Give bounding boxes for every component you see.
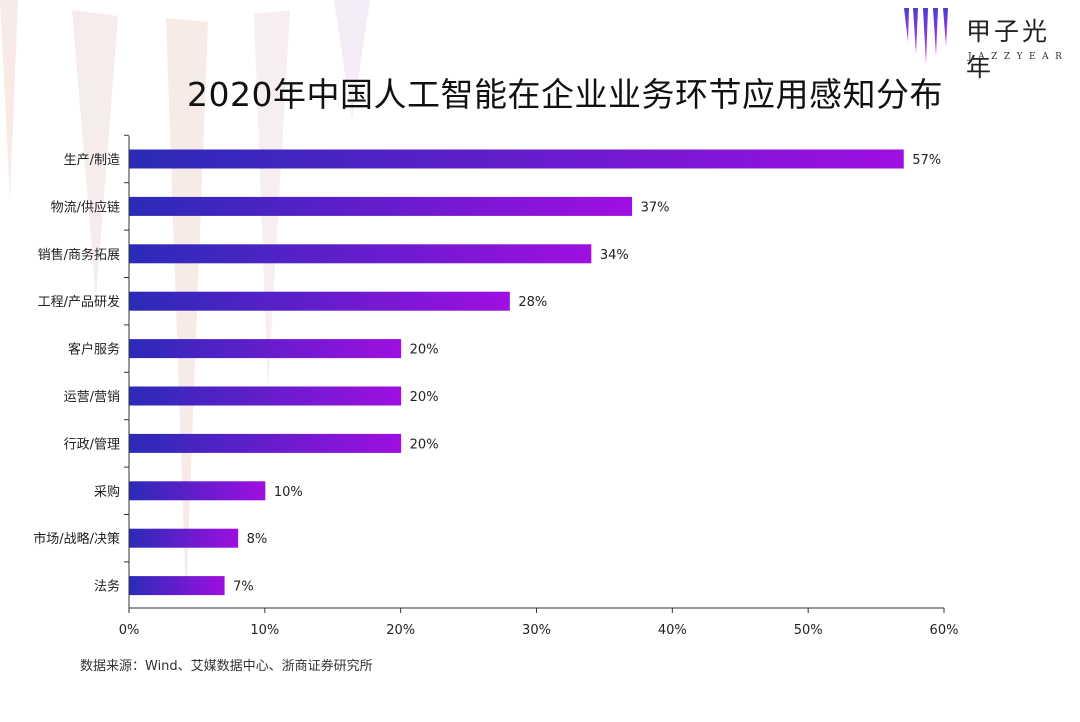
value-label: 8%: [247, 532, 268, 547]
value-label: 28%: [518, 295, 547, 310]
x-tick-label: 40%: [658, 623, 687, 638]
value-label: 20%: [410, 343, 439, 358]
bar: [129, 433, 402, 453]
bar: [129, 149, 904, 169]
bar: [129, 291, 510, 311]
category-label: 工程/产品研发: [38, 294, 120, 310]
category-label: 市场/战略/决策: [33, 531, 120, 547]
category-label: 客户服务: [68, 342, 120, 358]
value-label: 10%: [274, 485, 303, 500]
value-label: 20%: [410, 437, 439, 452]
x-tick-label: 30%: [522, 623, 551, 638]
logo-mark-icon: [904, 8, 948, 64]
bar: [129, 576, 225, 596]
bar: [129, 481, 266, 501]
category-label: 生产/制造: [64, 153, 120, 168]
bar: [129, 196, 633, 216]
bar: [129, 244, 592, 264]
value-label: 34%: [600, 248, 629, 263]
brand-name-en: JAZZYEAR: [968, 52, 1069, 62]
value-label: 20%: [410, 390, 439, 405]
data-source-note: 数据来源：Wind、艾媒数据中心、浙商证券研究所: [80, 659, 373, 674]
x-tick-label: 50%: [794, 623, 823, 638]
value-label: 7%: [233, 580, 254, 595]
value-label: 57%: [912, 153, 941, 168]
category-label: 采购: [94, 484, 120, 500]
x-tick-label: 0%: [119, 623, 140, 638]
chart-title: 2020年中国人工智能在企业业务环节应用感知分布: [187, 75, 943, 114]
category-label: 运营/营销: [64, 390, 120, 405]
bar: [129, 528, 239, 548]
brand-name-cn: 甲子光年: [966, 17, 1051, 82]
bar: [129, 386, 402, 406]
brand-logo: 甲子光年 JAZZYEAR: [904, 6, 1076, 82]
category-label: 法务: [94, 579, 120, 595]
category-label: 销售/商务拓展: [38, 247, 120, 263]
x-tick-label: 60%: [930, 623, 959, 638]
x-tick-label: 20%: [386, 623, 415, 638]
value-label: 37%: [641, 200, 670, 215]
category-label: 物流/供应链: [51, 199, 120, 215]
category-label: 行政/管理: [64, 437, 120, 452]
x-tick-label: 10%: [250, 623, 279, 638]
bar: [129, 339, 402, 359]
